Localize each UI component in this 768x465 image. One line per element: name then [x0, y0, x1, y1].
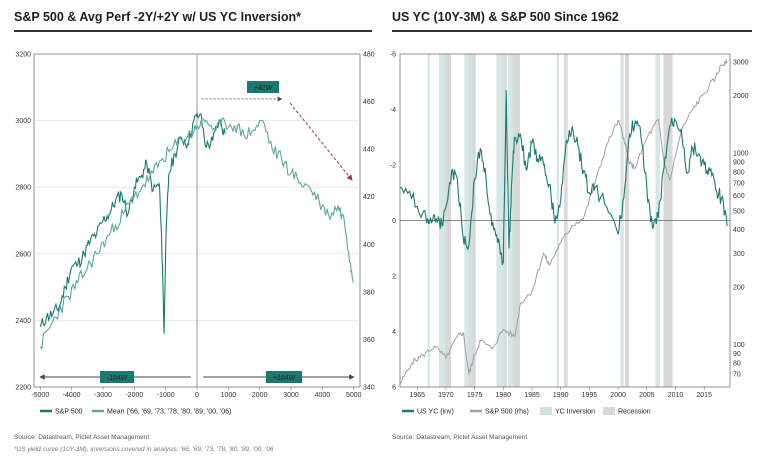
sp500-rhs-line [399, 58, 728, 385]
legend-inversion-label: YC Inversion [555, 409, 595, 416]
left-y-tick-label: 2600 [15, 251, 31, 258]
right-y-tick-label: 0 [392, 218, 396, 225]
right-y-tick-label: -4 [390, 107, 396, 114]
left-arrow-badge [100, 371, 134, 383]
left-y2-tick-label: 380 [363, 289, 375, 296]
right-x-tick-label: 1970 [438, 392, 454, 399]
left-x-tick-label: 1000 [221, 392, 237, 399]
left-x-tick-label: -5000 [31, 392, 49, 399]
right-x-tick-label: 1980 [496, 392, 512, 399]
right-y2-tick-label: 500 [733, 208, 745, 215]
right-x-tick-label: 2015 [696, 392, 712, 399]
left-y2-tick-label: 340 [363, 385, 375, 392]
left-y-tick-label: 3000 [15, 118, 31, 125]
left-x-tick-label: 2000 [252, 392, 268, 399]
right-y2-tick-label: 70 [733, 372, 741, 379]
right-x-tick-label: 1965 [409, 392, 425, 399]
right-x-tick-label: 1975 [467, 392, 483, 399]
right-y2-tick-label: 90 [733, 351, 741, 358]
left-chart-title: S&P 500 & Avg Perf -2Y/+2Y w/ US YC Inve… [14, 10, 302, 24]
left-y-tick-label: 2800 [15, 185, 31, 192]
left-x-tick-label: -3000 [94, 392, 112, 399]
right-y-tick-label: 2 [392, 274, 396, 281]
right-x-tick-label: 1995 [582, 392, 598, 399]
right-x-tick-label: 1985 [524, 392, 540, 399]
right-y2-tick-label: 200 [733, 284, 745, 291]
left-y-tick-label: 2200 [15, 385, 31, 392]
right-y2-tick-label: 2000 [733, 93, 749, 100]
right-y2-tick-label: 700 [733, 180, 745, 187]
legend-recession-label: Recession [618, 409, 651, 416]
left-y2-tick-label: 400 [363, 242, 375, 249]
legend-mean-label: Mean ('66, '69, '73, '78, '80, '89, '00,… [107, 409, 231, 416]
left-y-tick-label: 2400 [15, 318, 31, 325]
right-y2-tick-label: 3000 [733, 59, 749, 66]
right-y2-tick-label: 900 [733, 159, 745, 166]
decline-arrow [289, 102, 353, 181]
left-x-tick-label: 0 [195, 392, 199, 399]
right-chart-title: US YC (10Y-3M) & S&P 500 Since 1962 [392, 10, 619, 24]
left-y2-tick-label: 480 [363, 52, 375, 59]
legend-sp500-rhs-label: S&P 500 (rhs) [485, 409, 529, 416]
left-x-tick-label: -4000 [63, 392, 81, 399]
right-x-tick-label: 2010 [668, 392, 684, 399]
right-y2-tick-label: 300 [733, 251, 745, 258]
right-x-tick-label: 1990 [553, 392, 569, 399]
right-y2-tick-label: 800 [733, 169, 745, 176]
right-source-note: Source: Datastream, Pictet Asset Managem… [392, 434, 528, 441]
right-arrow-label: +104W [273, 375, 297, 382]
inversion-footnote: *US yield curve (10Y-3M), inversions cov… [14, 446, 274, 453]
legend-yc-label: US YC (inv) [417, 409, 454, 416]
left-x-tick-label: 4000 [315, 392, 331, 399]
left-y2-tick-label: 360 [363, 337, 375, 344]
right-y2-tick-label: 100 [733, 342, 745, 349]
right-y-tick-label: 4 [392, 329, 396, 336]
left-x-tick-label: -2000 [125, 392, 143, 399]
mean-line [39, 116, 354, 351]
right-y-tick-label: -6 [390, 52, 396, 59]
legend-recession-swatch [603, 407, 615, 415]
top-arrow-label: +42W [254, 85, 274, 92]
right-x-tick-label: 2005 [639, 392, 655, 399]
legend-sp500-label: S&P 500 [55, 409, 83, 416]
right-y-tick-label: -2 [390, 163, 396, 170]
right-y2-tick-label: 1000 [733, 151, 749, 158]
left-y2-tick-label: 420 [363, 194, 375, 201]
right-y-tick-label: 6 [392, 385, 396, 392]
left-x-tick-label: 5000 [346, 392, 362, 399]
yield-curve-line [399, 90, 728, 265]
right-arrow-badge [266, 371, 302, 383]
right-x-tick-label: 2000 [610, 392, 626, 399]
left-title-rule [14, 30, 372, 32]
legend-inversion-swatch [540, 407, 552, 415]
right-y2-tick-label: 600 [733, 193, 745, 200]
left-x-tick-label: -1000 [157, 392, 175, 399]
left-source-note: Source: Datastream, Pictet Asset Managem… [14, 434, 150, 441]
left-arrow-label: -104W [107, 375, 129, 382]
sp500-line [39, 111, 226, 334]
right-title-rule [392, 30, 752, 32]
top-arrow-badge [247, 81, 279, 93]
left-y2-tick-label: 460 [363, 99, 375, 106]
right-y2-tick-label: 400 [733, 227, 745, 234]
left-y-tick-label: 3200 [15, 52, 31, 59]
left-y2-tick-label: 440 [363, 147, 375, 154]
right-y2-tick-label: 80 [733, 361, 741, 368]
left-x-tick-label: 3000 [283, 392, 299, 399]
